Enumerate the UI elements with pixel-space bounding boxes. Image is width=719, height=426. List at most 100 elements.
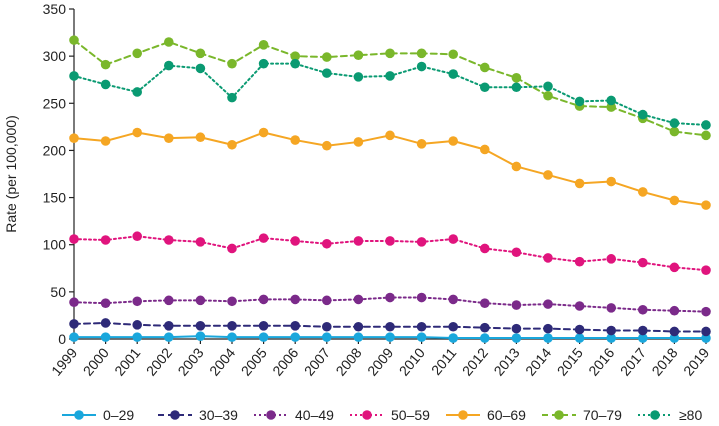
x-tick-label: 1999 <box>48 344 80 378</box>
data-point <box>322 321 332 332</box>
data-point <box>353 50 364 60</box>
data-point <box>606 303 616 313</box>
data-point <box>669 326 680 337</box>
x-tick-label: 2004 <box>206 344 238 378</box>
data-point <box>543 299 553 309</box>
data-point <box>574 301 585 311</box>
data-point <box>416 292 427 303</box>
data-point <box>227 92 237 103</box>
data-point <box>132 320 142 330</box>
series-80 <box>69 58 711 130</box>
data-point <box>195 331 206 341</box>
legend-item: 40–49 <box>254 407 334 423</box>
legend-label: 0–29 <box>103 407 134 423</box>
data-point <box>164 60 174 71</box>
legend-swatch-marker <box>458 410 468 420</box>
data-point <box>416 321 427 332</box>
data-point <box>132 48 142 59</box>
data-point <box>448 49 459 60</box>
data-point <box>164 37 174 47</box>
data-point <box>258 127 269 138</box>
legend-label: 30–39 <box>199 407 238 423</box>
data-point <box>606 254 616 264</box>
series-60-69 <box>69 127 711 210</box>
data-point <box>669 262 680 273</box>
data-point <box>574 178 585 189</box>
data-point <box>606 176 616 187</box>
y-tick-label: 300 <box>43 48 67 64</box>
data-point <box>164 133 174 143</box>
data-point <box>480 82 490 93</box>
data-point <box>511 82 522 93</box>
data-point <box>195 237 206 247</box>
data-point <box>638 333 648 343</box>
data-point <box>480 322 490 333</box>
data-point <box>100 318 111 328</box>
data-point <box>480 62 490 73</box>
series-30-39 <box>69 318 711 337</box>
data-point <box>290 51 301 61</box>
data-point <box>669 195 680 206</box>
data-point <box>132 332 142 342</box>
data-point <box>574 96 585 107</box>
x-tick-label: 2009 <box>364 344 396 378</box>
data-point <box>638 325 648 336</box>
data-point <box>69 319 79 329</box>
data-point <box>227 139 237 150</box>
data-point <box>669 333 680 343</box>
data-point <box>480 144 490 155</box>
data-point <box>385 236 395 246</box>
data-point <box>353 137 364 147</box>
data-point <box>543 170 553 180</box>
data-point <box>227 296 237 307</box>
data-point <box>290 236 301 246</box>
data-point <box>385 71 395 81</box>
x-tick-label: 2017 <box>617 344 649 378</box>
data-point <box>480 333 490 343</box>
data-point <box>480 243 490 254</box>
data-point <box>227 58 237 69</box>
series-70-79 <box>69 35 711 141</box>
data-point <box>353 332 364 342</box>
x-axis: 1999 2000 2001 2002 2003 2004 2005 2006 2007 2008… <box>48 338 712 379</box>
y-tick-label: 350 <box>43 1 67 17</box>
data-point <box>448 234 459 244</box>
data-point <box>258 332 269 342</box>
data-point <box>69 71 79 81</box>
data-point <box>258 40 269 50</box>
legend-item: ≥80 <box>638 407 702 423</box>
data-point <box>543 81 553 92</box>
data-point <box>385 292 395 303</box>
legend-label: 70–79 <box>583 407 622 423</box>
data-point <box>195 321 206 331</box>
data-point <box>543 333 553 343</box>
legend-label: ≥80 <box>679 407 702 423</box>
x-tick-label: 2007 <box>301 344 333 378</box>
x-tick-label: 2019 <box>680 344 712 378</box>
y-tick-label: 200 <box>43 142 67 158</box>
x-tick-label: 2002 <box>143 344 175 378</box>
data-point <box>322 140 332 151</box>
legend-item: 50–59 <box>350 407 430 423</box>
data-point <box>701 306 711 317</box>
data-point <box>322 332 332 342</box>
data-point <box>543 323 553 334</box>
data-point <box>574 324 585 335</box>
legend-item: 30–39 <box>158 407 238 423</box>
x-tick-label: 2014 <box>522 344 554 378</box>
data-point <box>132 87 142 97</box>
data-point <box>606 333 616 343</box>
series-line <box>73 131 707 207</box>
legend-swatch-marker <box>362 410 372 420</box>
data-point <box>258 321 269 331</box>
x-tick-label: 2018 <box>648 344 680 378</box>
data-point <box>385 332 395 342</box>
data-point <box>448 321 459 332</box>
data-point <box>416 139 427 149</box>
y-tick-label: 100 <box>43 237 67 253</box>
data-point <box>448 136 459 146</box>
data-point <box>638 304 648 315</box>
data-point <box>669 126 680 137</box>
data-point <box>164 235 174 245</box>
